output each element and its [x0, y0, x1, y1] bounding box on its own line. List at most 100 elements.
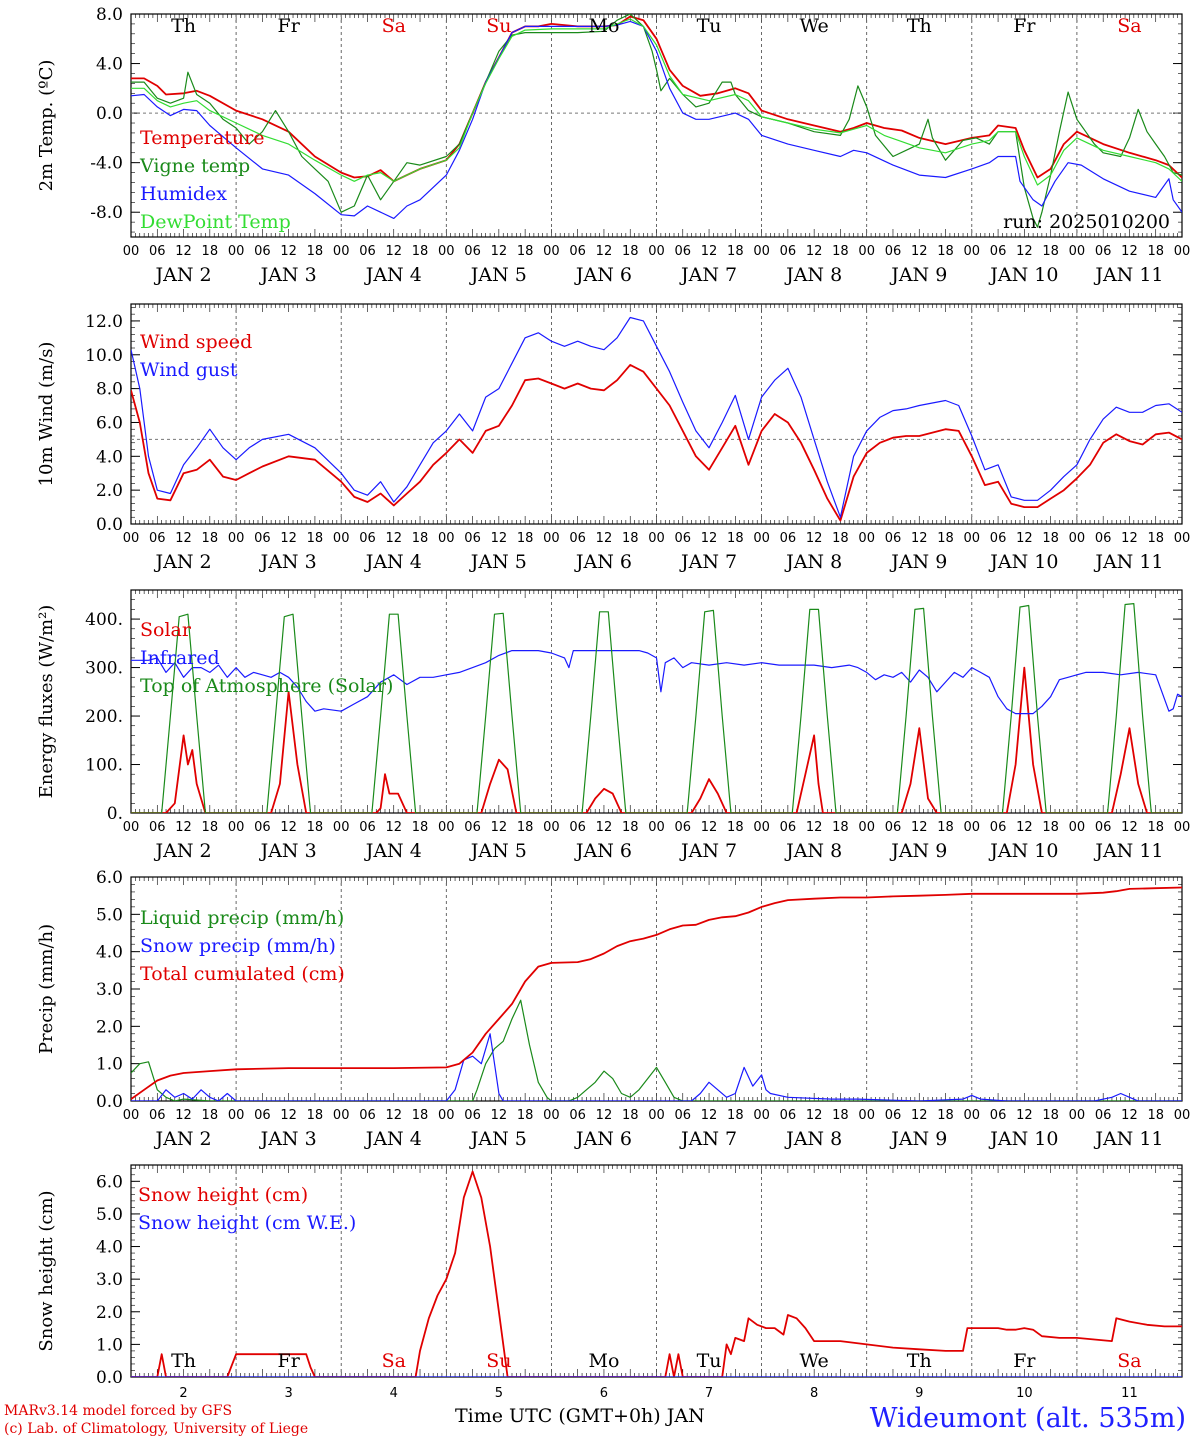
day-label: JAN 7: [679, 1128, 737, 1150]
day-label: JAN 3: [259, 264, 317, 286]
day-label: JAN 9: [889, 551, 947, 573]
day-label: JAN 11: [1093, 1128, 1163, 1150]
hour-tick-label: 12: [1121, 244, 1138, 259]
hour-tick-label: 00: [1069, 244, 1086, 259]
y-axis-label: 10m Wind (m/s): [36, 342, 57, 487]
hour-tick-label: 12: [1016, 244, 1033, 259]
hour-tick-label: 06: [359, 531, 376, 546]
series-group: [131, 14, 1182, 228]
hour-tick-label: 12: [1121, 531, 1138, 546]
y-tick-label: 1.0: [96, 1055, 123, 1075]
day-number: 3: [285, 1386, 293, 1401]
y-tick-label: -8.0: [90, 203, 123, 223]
day-number: 5: [495, 1386, 503, 1401]
hour-tick-label: 06: [990, 244, 1007, 259]
day-number: 10: [1016, 1386, 1033, 1401]
hour-tick-label: 00: [1174, 531, 1191, 546]
series-vigne-temp: [131, 14, 1182, 228]
hour-tick-label: 00: [1069, 531, 1086, 546]
weekday-label: Fr: [1013, 1350, 1036, 1372]
hour-tick-label: 12: [911, 1108, 928, 1123]
hour-tick-label: 18: [622, 244, 639, 259]
y-tick-label: 0.0: [96, 515, 123, 535]
weekday-label: Th: [171, 15, 196, 37]
hour-tick-label: 00: [648, 244, 665, 259]
y-tick-label: 100.: [85, 756, 123, 776]
day-label: JAN 8: [784, 1128, 842, 1150]
y-tick-label: 5.0: [96, 1205, 123, 1225]
hour-tick-label: 06: [254, 531, 271, 546]
hour-tick-label: 18: [727, 531, 744, 546]
day-label: JAN 6: [574, 551, 632, 573]
panel-4: 6.0 5.0 4.0 3.0 2.0 1.0 0.0 Precip (mm/h) Liquid…: [36, 868, 1190, 1150]
y-tick-label: 4.0: [96, 55, 123, 75]
day-label: JAN 2: [154, 551, 212, 573]
hour-tick-label: 00: [228, 244, 245, 259]
legend-1: Wind speed: [140, 331, 252, 353]
hour-tick-label: 18: [937, 820, 954, 835]
y-tick-label: 4.0: [96, 943, 123, 963]
hour-tick-label: 00: [333, 244, 350, 259]
day-label: JAN 2: [154, 840, 212, 862]
hour-tick-label: 06: [149, 820, 166, 835]
weekday-label: Th: [907, 1350, 932, 1372]
hour-tick-label: 00: [438, 820, 455, 835]
day-label: JAN 4: [364, 840, 422, 862]
hour-tick-label: 06: [675, 1108, 692, 1123]
hour-tick-label: 12: [596, 1108, 613, 1123]
y-axis-label: Precip (mm/h): [36, 924, 57, 1054]
y-tick-label: 0.0: [96, 1368, 123, 1388]
y-tick-label: 4.0: [96, 1238, 123, 1258]
hour-tick-label: 06: [569, 820, 586, 835]
hour-tick-label: 06: [359, 1108, 376, 1123]
hour-tick-label: 06: [569, 1108, 586, 1123]
hour-tick-label: 00: [753, 820, 770, 835]
hour-tick-label: 12: [806, 820, 823, 835]
day-label: JAN 9: [889, 1128, 947, 1150]
series-total-cumulated-cm: [131, 886, 1182, 1100]
hour-tick-label: 00: [964, 531, 981, 546]
y-tick-label: 8.0: [96, 380, 123, 400]
day-number: 8: [810, 1386, 818, 1401]
hour-tick-label: 18: [307, 820, 324, 835]
hour-tick-label: 00: [333, 1108, 350, 1123]
hour-tick-label: 06: [464, 820, 481, 835]
y-tick-label: 2.0: [96, 1303, 123, 1323]
y-tick-label: 4.0: [96, 447, 123, 467]
series-solar: [131, 666, 1182, 813]
series-snow-precip-mm-h: [131, 1033, 1182, 1101]
hour-tick-label: 06: [990, 531, 1007, 546]
hour-tick-label: 06: [254, 820, 271, 835]
hour-tick-label: 06: [675, 531, 692, 546]
weekday-label: Sa: [1117, 15, 1141, 37]
series-temperature: [131, 15, 1182, 183]
weekday-label: Su: [486, 1350, 511, 1372]
hour-tick-label: 12: [385, 244, 402, 259]
hour-tick-label: 00: [1174, 820, 1191, 835]
day-label: JAN 5: [469, 1128, 527, 1150]
hour-tick-label: 06: [990, 1108, 1007, 1123]
run-label: run: 2025010200: [1003, 211, 1170, 233]
legend-1: Liquid precip (mm/h): [140, 907, 344, 929]
series-group: [131, 316, 1182, 522]
hour-tick-label: 06: [990, 820, 1007, 835]
hour-tick-label: 12: [1016, 1108, 1033, 1123]
day-label: JAN 10: [988, 551, 1058, 573]
hour-tick-label: 18: [517, 820, 534, 835]
hour-tick-label: 18: [937, 1108, 954, 1123]
hour-tick-label: 18: [307, 531, 324, 546]
x-axis-caption: Time UTC (GMT+0h) JAN: [455, 1405, 705, 1427]
hour-tick-label: 00: [964, 244, 981, 259]
series-top-of-atmosphere-solar: [131, 603, 1182, 813]
hour-tick-label: 06: [464, 531, 481, 546]
hour-tick-label: 18: [1042, 820, 1059, 835]
hour-tick-label: 12: [911, 820, 928, 835]
hour-tick-label: 12: [806, 244, 823, 259]
y-tick-label: 1.0: [96, 1335, 123, 1355]
series-wind-speed: [131, 364, 1182, 522]
weekday-label: Mo: [588, 1350, 619, 1372]
plot-frame: [130, 13, 1183, 238]
day-label: JAN 5: [469, 840, 527, 862]
hour-tick-label: 12: [175, 531, 192, 546]
hour-tick-label: 06: [780, 244, 797, 259]
